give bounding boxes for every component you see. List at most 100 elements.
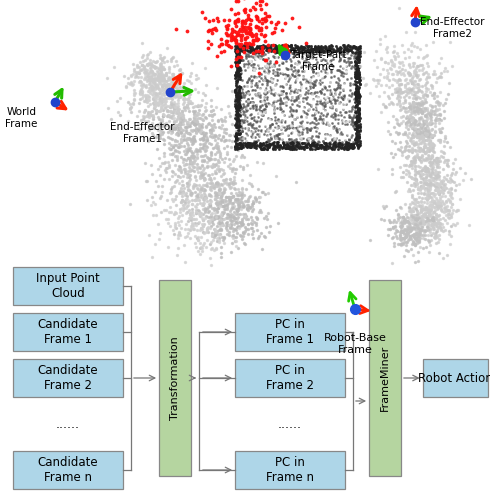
Point: [416, 130, 423, 138]
Point: [380, 74, 388, 82]
Point: [415, 132, 422, 140]
Point: [286, 55, 294, 63]
Point: [274, 115, 282, 123]
Point: [432, 214, 440, 222]
Point: [158, 86, 166, 94]
Point: [349, 102, 357, 110]
Point: [328, 95, 336, 103]
Point: [432, 220, 440, 228]
Point: [207, 186, 215, 195]
Point: [410, 211, 418, 219]
Point: [162, 81, 170, 89]
Point: [276, 143, 284, 151]
Point: [446, 222, 454, 230]
Point: [255, 47, 263, 55]
Point: [324, 47, 332, 55]
Point: [230, 27, 238, 35]
Point: [167, 101, 175, 109]
Point: [313, 143, 321, 151]
Point: [146, 75, 153, 83]
Point: [398, 221, 406, 229]
Point: [408, 102, 416, 110]
Point: [288, 138, 296, 146]
Point: [152, 177, 160, 185]
Point: [420, 120, 428, 128]
Point: [317, 44, 325, 52]
Point: [177, 128, 185, 136]
Point: [319, 82, 327, 90]
Point: [237, 121, 245, 130]
Point: [345, 117, 353, 125]
Point: [433, 74, 441, 82]
Point: [410, 116, 418, 124]
Point: [348, 144, 356, 152]
Point: [280, 123, 288, 131]
Point: [147, 75, 155, 83]
Point: [239, 203, 246, 211]
Point: [427, 116, 435, 124]
Point: [322, 139, 330, 147]
Point: [296, 78, 304, 86]
Point: [277, 42, 285, 50]
Point: [420, 212, 428, 220]
Point: [304, 52, 312, 60]
Point: [313, 125, 321, 134]
Point: [347, 51, 355, 59]
Point: [352, 102, 360, 110]
Point: [208, 183, 216, 191]
Point: [130, 67, 138, 75]
Point: [247, 30, 255, 38]
Point: [145, 96, 152, 104]
Point: [325, 82, 333, 90]
Point: [238, 142, 246, 150]
Point: [225, 195, 233, 203]
Point: [405, 69, 413, 77]
Point: [396, 101, 404, 109]
Point: [158, 95, 166, 103]
Point: [427, 111, 435, 119]
Point: [232, 82, 240, 90]
Point: [327, 44, 335, 52]
Point: [354, 74, 362, 82]
Point: [193, 234, 201, 242]
Point: [280, 41, 288, 49]
Point: [426, 118, 434, 127]
Point: [311, 139, 319, 147]
Point: [275, 135, 283, 143]
Point: [293, 59, 300, 68]
Point: [178, 117, 186, 125]
Point: [211, 169, 219, 177]
Point: [333, 85, 341, 93]
Point: [380, 88, 388, 96]
Point: [252, 45, 260, 53]
Point: [241, 43, 248, 51]
Point: [340, 104, 347, 112]
Point: [218, 226, 225, 234]
Point: [431, 207, 439, 215]
Point: [336, 53, 344, 61]
Point: [163, 106, 171, 114]
Point: [285, 123, 293, 132]
Point: [160, 76, 168, 84]
Point: [237, 195, 245, 203]
Point: [344, 95, 352, 103]
Point: [374, 79, 382, 87]
Point: [246, 142, 254, 150]
Point: [452, 207, 460, 215]
Point: [202, 106, 210, 114]
Point: [278, 109, 286, 117]
Point: [389, 70, 396, 78]
Point: [352, 92, 360, 100]
Point: [401, 200, 409, 208]
Point: [337, 68, 345, 76]
Point: [354, 144, 362, 152]
Point: [197, 101, 205, 109]
Point: [422, 79, 430, 87]
Point: [355, 107, 363, 115]
Point: [167, 98, 174, 106]
Point: [197, 224, 205, 232]
Point: [194, 193, 201, 201]
Point: [252, 116, 260, 124]
Point: [238, 89, 246, 97]
Point: [233, 123, 241, 131]
